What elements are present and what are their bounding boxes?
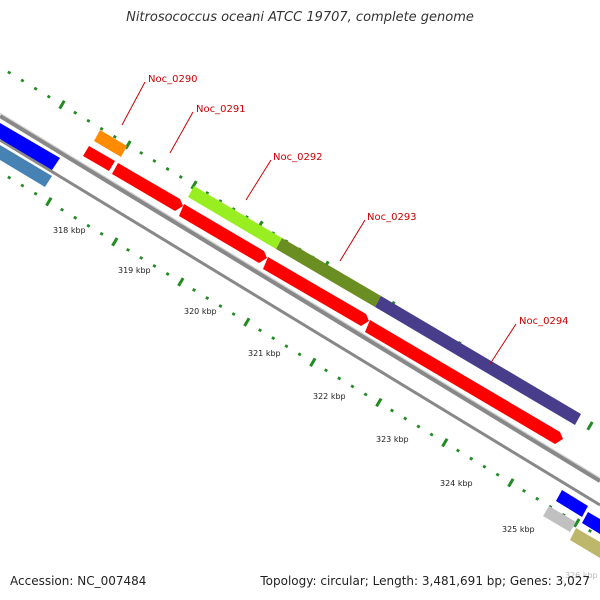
inner-minor-tick [33,191,38,196]
feature-blue-right-1[interactable] [556,490,588,517]
inner-minor-tick [456,448,460,453]
inner-minor-tick [337,376,342,381]
outer-minor-tick [112,134,117,139]
scale-label-326: 326 kbp [565,571,598,580]
feature-purple-noc0294[interactable] [375,296,581,425]
outer-minor-tick [152,158,157,163]
scale-label-322: 322 kbp [313,392,346,401]
inner-minor-tick [495,472,500,477]
inner-minor-tick [271,336,276,341]
scale-label-320: 320 kbp [184,307,217,316]
inner-minor-tick [139,255,144,260]
outer-minor-tick [178,175,183,179]
feature-red-2[interactable] [112,163,183,211]
scale-label-321: 321 kbp [248,349,281,358]
outer-minor-tick [46,94,51,99]
feature-green-dark-noc0293[interactable] [276,238,381,307]
inner-minor-tick [350,384,355,389]
outer-minor-tick [20,78,25,83]
inner-major-tick [573,518,581,528]
outer-major-tick [58,100,66,110]
scale-label-324: 324 kbp [440,479,473,488]
inner-minor-tick [7,175,12,180]
inner-major-tick [441,437,449,448]
outer-minor-tick [165,167,170,171]
inner-major-tick [309,357,317,367]
feature-red-1[interactable] [83,146,115,171]
inner-minor-tick [588,528,592,533]
feature-green-light-noc0292[interactable] [188,186,282,249]
scale-label-319: 319 kbp [118,266,151,275]
inner-minor-tick [73,215,78,220]
inner-minor-tick [218,304,223,309]
accession-text: Accession: NC_007484 [10,574,147,588]
feature-silver-right[interactable] [543,506,576,532]
feature-red-4[interactable] [263,257,369,326]
gene-labels: Noc_0290 Noc_0291 Noc_0292 Noc_0293 Noc_… [148,74,569,327]
summary-text: Topology: circular; Length: 3,481,691 bp… [260,574,590,588]
inner-minor-tick [152,263,157,268]
feature-blue-right-2[interactable] [582,512,600,534]
scale-label-318: 318 kbp [53,226,86,235]
inner-major-tick [243,317,251,327]
inner-minor-tick [522,488,526,493]
inner-minor-tick [363,392,368,397]
inner-minor-tick [482,464,487,469]
inner-minor-tick [192,288,196,292]
inner-minor-tick [324,368,328,373]
outer-minor-tick [86,118,91,123]
inner-minor-tick [258,328,262,333]
inner-major-tick [375,397,383,408]
feature-red-3[interactable] [179,204,267,263]
outer-major-tick [190,180,198,190]
inner-minor-tick [231,312,236,317]
scale-labels: 318 kbp 319 kbp 320 kbp 321 kbp 322 kbp … [53,226,598,580]
scale-label-323: 323 kbp [376,435,409,444]
feature-steel-left[interactable] [0,145,52,187]
gene-label-noc0292[interactable]: Noc_0292 [273,152,323,163]
inner-major-tick [177,277,185,287]
feature-red-5[interactable] [365,320,563,444]
gene-label-noc0291[interactable]: Noc_0291 [196,104,246,115]
inner-minor-tick [469,456,474,461]
inner-minor-tick [126,247,130,252]
inner-minor-tick [20,183,25,188]
inner-minor-tick [535,496,540,501]
outer-minor-tick [99,126,104,131]
scale-label-325: 325 kbp [502,525,535,534]
outer-minor-tick [33,86,38,91]
inner-tick-ring [7,175,592,533]
gene-label-noc0290[interactable]: Noc_0290 [148,74,198,85]
inner-major-tick [111,237,119,247]
inner-minor-tick [205,296,210,301]
map-title: Nitrosococcus oceani ATCC 19707, complet… [126,10,474,25]
gene-label-leaders [121,81,517,365]
outer-minor-tick [7,70,12,75]
inner-major-tick [45,197,53,207]
gene-label-noc0293[interactable]: Noc_0293 [367,212,417,223]
outer-major-tick [124,140,132,150]
feature-track [0,123,600,558]
feature-khaki-right[interactable] [570,528,600,558]
gene-label-noc0294[interactable]: Noc_0294 [519,316,569,327]
inner-minor-tick [297,352,302,357]
inner-minor-tick [165,272,170,276]
feature-orange-noc0290[interactable] [94,130,127,157]
inner-minor-tick [99,231,104,236]
inner-minor-tick [86,223,91,228]
outer-minor-tick [73,110,78,115]
backbone [0,112,600,507]
inner-minor-tick [403,416,408,421]
outer-major-tick [586,421,594,431]
inner-minor-tick [60,207,64,212]
inner-minor-tick [416,424,421,429]
inner-minor-tick [429,432,434,437]
inner-minor-tick [284,344,289,349]
outer-minor-tick [139,150,144,155]
feature-blue-left[interactable] [0,123,60,170]
inner-minor-tick [390,408,394,413]
inner-major-tick [507,478,515,488]
